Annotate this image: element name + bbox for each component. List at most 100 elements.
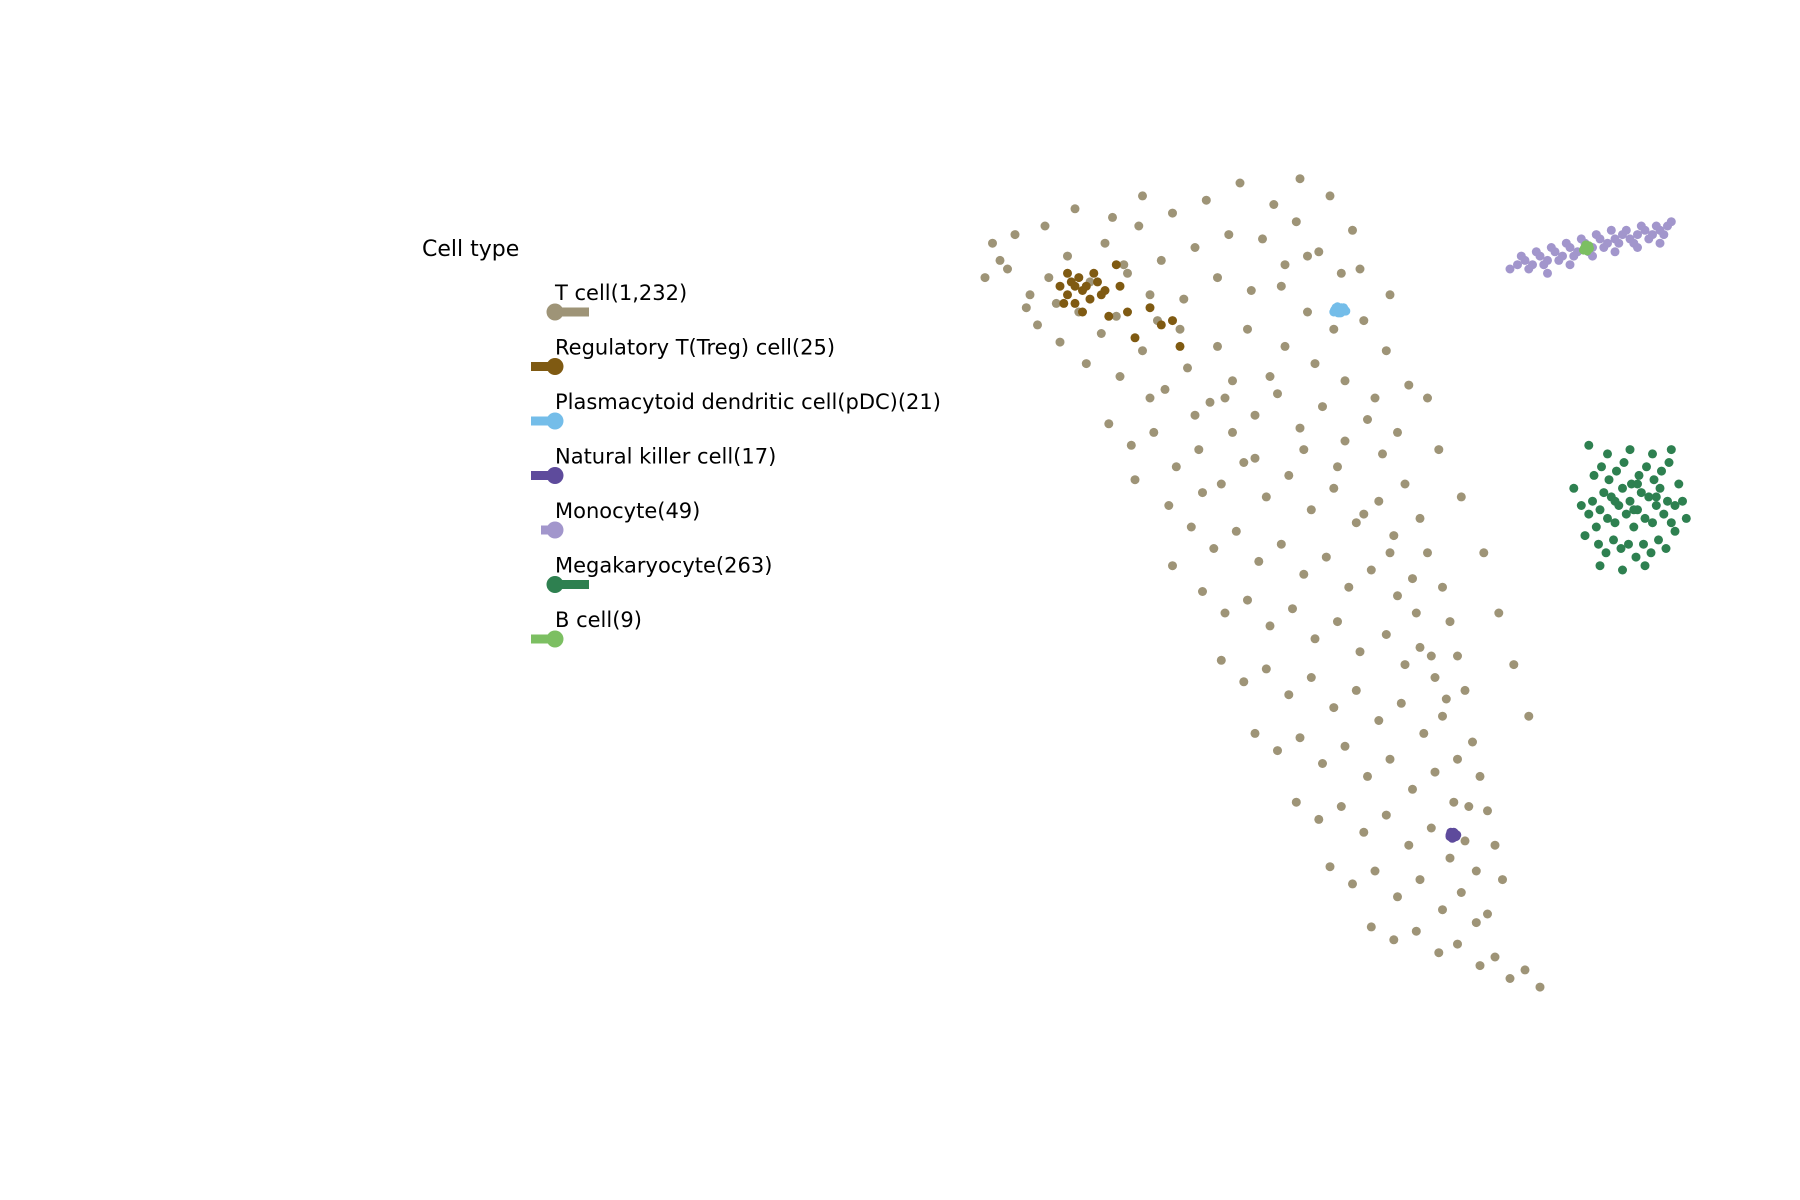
point-5-45 [1580,531,1590,541]
point-0-0 [1021,303,1031,313]
point-0-164 [995,255,1005,265]
point-5-33 [1657,466,1666,476]
point-0-140 [1445,617,1455,627]
point-0-111 [1336,802,1346,811]
point-0-10 [1123,268,1132,278]
point-1-7 [1059,298,1069,308]
legend-entry-3: Natural killer cell(17) [531,445,776,484]
point-0-62 [1130,475,1140,485]
point-0-196 [1453,754,1462,764]
legend-label-5: Megakaryocyte(263) [555,554,772,578]
point-0-187 [1190,410,1200,420]
point-0-51 [1171,462,1181,472]
point-0-15 [1179,294,1189,304]
point-5-5 [1603,513,1612,523]
point-5-16 [1644,492,1654,502]
legend-entry-6: B cell(9) [531,608,642,648]
point-0-77 [1220,608,1230,618]
point-0-49 [1126,440,1136,450]
point-1-11 [1130,333,1140,343]
point-4-43 [1543,268,1552,278]
legend-bar-6 [531,634,555,644]
point-0-109 [1291,797,1301,807]
point-0-90 [1261,664,1271,674]
point-1-23 [1115,281,1125,291]
series-6 [1579,240,1594,256]
point-5-25 [1597,462,1606,472]
point-0-58 [1329,483,1339,493]
point-0-142 [1460,685,1470,695]
point-0-64 [1186,522,1196,532]
point-0-97 [1419,728,1429,738]
point-0-160 [1385,290,1395,300]
point-0-162 [988,238,997,248]
point-5-2 [1591,522,1601,532]
points-layer [980,174,1691,992]
point-0-117 [1460,836,1470,846]
point-0-16 [1190,243,1200,252]
series-2 [1329,302,1351,318]
point-0-110 [1314,814,1324,824]
legend-entry-1: Regulatory T(Treg) cell(25) [531,336,835,375]
point-0-159 [1295,174,1305,184]
point-5-51 [1670,526,1680,536]
point-1-21 [1078,307,1087,317]
point-0-50 [1149,427,1159,437]
point-0-151 [1243,324,1252,334]
point-0-53 [1216,479,1226,489]
point-5-50 [1681,513,1691,523]
legend-label-2: Plasmacytoid dendritic cell(pDC)(21) [555,390,941,414]
point-3-16 [1446,829,1456,839]
point-0-129 [1434,948,1444,958]
point-4-31 [1659,230,1669,240]
point-0-42 [1273,389,1282,399]
point-0-126 [1366,922,1376,932]
point-0-167 [980,273,990,283]
point-1-20 [1063,268,1072,278]
point-0-74 [1408,574,1417,584]
point-0-81 [1310,634,1320,644]
point-5-19 [1655,483,1665,493]
point-0-130 [1453,939,1462,949]
point-5-38 [1616,544,1626,553]
point-5-4 [1599,488,1609,498]
legend-bar-3 [531,471,555,480]
point-0-100 [1273,746,1282,756]
point-0-91 [1284,690,1294,700]
point-0-69 [1299,569,1309,579]
point-0-194 [1426,651,1436,661]
point-5-35 [1594,539,1603,549]
legend-title: Cell type [422,237,519,262]
point-5-52 [1603,449,1612,459]
point-0-35 [1115,372,1125,381]
point-0-178 [1404,380,1414,390]
point-0-66 [1231,526,1241,536]
point-5-27 [1612,466,1621,476]
point-4-1 [1513,260,1522,270]
point-0-158 [1138,191,1147,201]
point-5-48 [1674,479,1684,489]
point-0-174 [1119,260,1129,270]
point-0-1 [1025,290,1035,300]
point-0-93 [1329,703,1339,713]
point-0-136 [1400,479,1410,489]
point-0-127 [1389,935,1399,945]
point-5-61 [1629,505,1639,515]
point-0-149 [1175,324,1185,334]
point-0-101 [1295,733,1305,743]
point-6-8 [1579,243,1589,253]
point-0-45 [1340,436,1350,446]
point-1-19 [1055,281,1065,291]
point-0-89 [1239,677,1249,687]
point-0-65 [1209,544,1219,553]
point-0-71 [1344,582,1354,592]
point-0-41 [1250,410,1260,420]
point-0-63 [1164,501,1174,510]
point-0-181 [1479,548,1489,558]
point-5-59 [1666,445,1676,455]
point-0-17 [1201,195,1211,205]
point-5-54 [1648,449,1657,459]
point-0-133 [1505,974,1515,983]
point-5-42 [1646,548,1656,558]
point-0-80 [1288,604,1297,614]
